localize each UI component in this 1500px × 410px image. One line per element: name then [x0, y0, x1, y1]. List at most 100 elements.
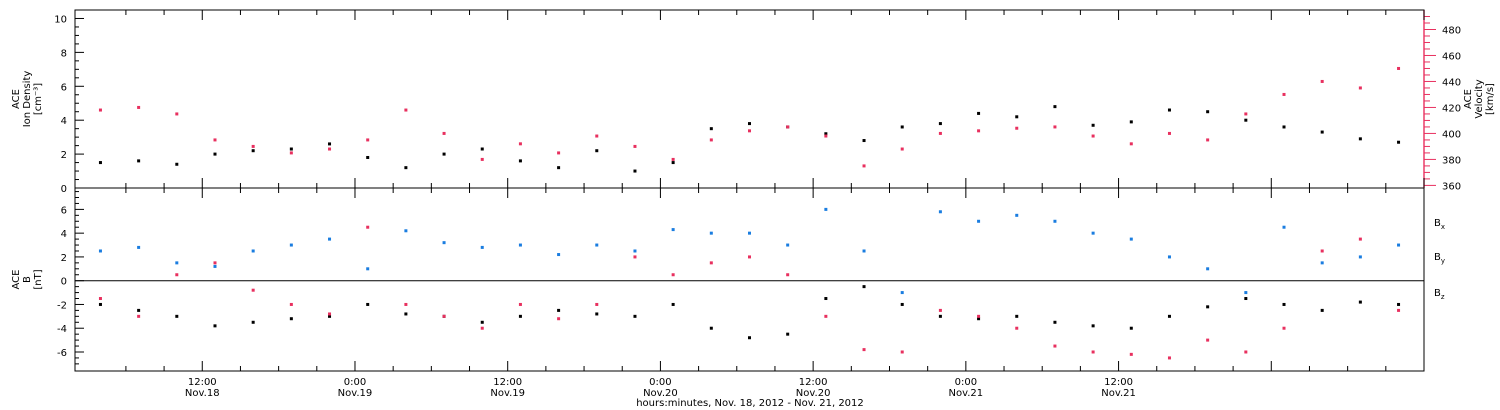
series-bz-point: [366, 225, 370, 229]
series-by-point: [938, 210, 942, 214]
series-bz-point: [328, 312, 332, 316]
series-density-point: [480, 147, 484, 151]
series-density-point: [1282, 125, 1286, 129]
x-tick-label: 12:00: [1104, 377, 1133, 388]
series-velocity-point: [98, 108, 102, 112]
x-tick-label: 12:00: [493, 377, 522, 388]
series-density-point: [518, 159, 522, 163]
series-bz-point: [289, 302, 293, 306]
series-velocity-point: [1053, 125, 1057, 129]
x-tick-label: 0:00: [955, 377, 977, 388]
y-tick-label-density: 6: [61, 82, 67, 93]
series-velocity-point: [595, 134, 599, 138]
series-velocity-point: [748, 129, 751, 133]
series-bx-point: [1320, 308, 1324, 312]
series-density-point: [137, 159, 141, 163]
series-by-point: [137, 245, 141, 249]
series-velocity-point: [633, 144, 637, 148]
series-by-point: [1091, 231, 1095, 235]
series-bz-point: [748, 255, 751, 259]
series-bx-point: [1206, 305, 1210, 309]
series-velocity-point: [251, 144, 255, 148]
series-density-point: [595, 149, 599, 153]
series-bx-point: [213, 324, 217, 328]
velocity-axis-title-line: [km/s]: [1485, 83, 1496, 115]
velocity-axis-title-line: Velocity: [1474, 79, 1485, 118]
series-velocity-point: [1320, 79, 1324, 83]
series-by-point: [251, 249, 255, 253]
series-bx-point: [1397, 302, 1401, 306]
series-by-point: [1167, 255, 1171, 259]
y-tick-label-b: 4: [61, 229, 67, 240]
series-bx-point: [824, 297, 828, 301]
series-velocity-point: [1015, 126, 1019, 130]
x-tick-label: 0:00: [344, 377, 366, 388]
series-density-point: [1320, 130, 1324, 134]
panel-frame-bottom: [74, 187, 1425, 372]
series-bz-point: [938, 308, 942, 312]
series-velocity-point: [518, 142, 522, 146]
series-by-point: [1015, 213, 1019, 217]
series-bx-point: [404, 312, 408, 316]
series-velocity-point: [1244, 112, 1248, 116]
series-bz-point: [1206, 338, 1210, 342]
series-by-point: [213, 264, 217, 268]
y2-tick-label-velocity: 400: [1442, 129, 1461, 140]
series-bx-point: [938, 314, 942, 318]
panel-frame-top: [74, 9, 1425, 189]
y-tick-label-b: 0: [61, 277, 67, 288]
x-tick-date-label: Nov.19: [338, 388, 373, 399]
series-velocity-point: [824, 134, 828, 138]
series-bx-point: [137, 308, 141, 312]
series-bx-point: [1091, 324, 1095, 328]
series-bx-point: [1282, 302, 1286, 306]
series-bx-point: [251, 320, 255, 324]
series-by-point: [595, 243, 599, 247]
series-density-point: [366, 155, 370, 159]
series-density-point: [1244, 118, 1248, 122]
series-bx-point: [98, 302, 102, 306]
series-velocity-point: [900, 147, 904, 151]
series-bz-point: [175, 273, 179, 277]
series-by-point: [480, 245, 484, 249]
series-bz-point: [1282, 326, 1286, 330]
series-by-point: [1282, 225, 1286, 229]
b-axis-title: ACE B [nT]: [11, 269, 44, 289]
series-bz: [98, 225, 1401, 360]
series-by-point: [709, 231, 713, 235]
series-by-point: [442, 241, 446, 245]
series-density-point: [1091, 123, 1095, 127]
series-velocity-point: [480, 157, 484, 161]
y-tick-label-density: 4: [61, 116, 67, 127]
series-bz-point: [824, 314, 828, 318]
series-density-point: [404, 166, 408, 170]
y-tick-label-b: -4: [57, 324, 67, 335]
series-bz-point: [633, 255, 637, 259]
series-density-point: [862, 139, 866, 143]
series-by-point: [1244, 291, 1248, 295]
x-tick-label: 12:00: [188, 377, 217, 388]
series-by-point: [824, 207, 828, 211]
series-bx-point: [328, 314, 332, 318]
series-by-point: [1129, 237, 1133, 241]
density-axis-title-line: [cm⁻³]: [33, 83, 44, 115]
y-tick-label-b: -6: [57, 348, 67, 359]
series-bx-point: [709, 326, 713, 330]
series-bz-point: [557, 317, 561, 321]
series-bx-point: [595, 312, 599, 316]
series-bx-point: [289, 317, 293, 321]
series-density-point: [977, 111, 981, 115]
y-tick-label-density: 2: [61, 150, 67, 161]
series-density-point: [748, 122, 751, 126]
series-bz-point: [862, 348, 866, 352]
legend-by: By: [1434, 252, 1445, 265]
series-density-point: [633, 169, 637, 173]
y2-tick-label-velocity: 380: [1442, 155, 1461, 166]
series-density-point: [251, 149, 255, 153]
series-by-point: [1397, 243, 1401, 247]
series-bz-point: [1167, 356, 1171, 360]
series-velocity-point: [786, 125, 790, 129]
y2-tick-label-velocity: 480: [1442, 25, 1461, 36]
series-bz-point: [213, 261, 217, 265]
